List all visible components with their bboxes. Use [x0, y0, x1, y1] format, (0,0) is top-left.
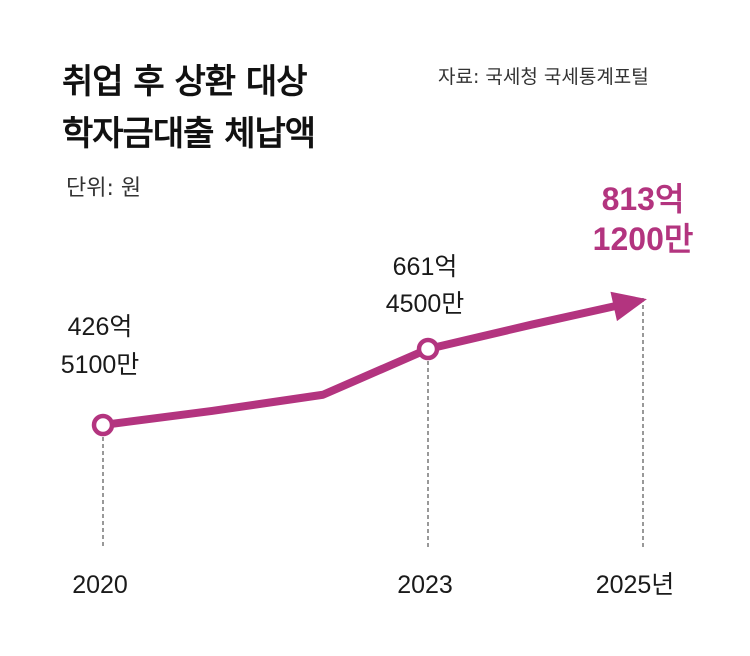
point-marker-2023	[416, 337, 440, 361]
series-line	[99, 302, 620, 429]
data-label-2025-line-1: 813억	[602, 181, 685, 217]
point-marker-2020	[91, 413, 115, 437]
x-tick-label-2023: 2023	[397, 571, 453, 599]
unit-label: 단위: 원	[66, 176, 142, 201]
source-label: 자료: 국세청 국세통계포털	[438, 66, 649, 88]
series-arrowhead	[610, 291, 647, 322]
data-label-2023-line-1: 661억	[393, 253, 458, 281]
data-label-2023-line-2: 4500만	[386, 290, 465, 318]
data-label-2025-line-2: 1200만	[593, 221, 694, 257]
chart-title: 취업 후 상환 대상 학자금대출 체납액	[62, 56, 316, 160]
x-tick-label-2020: 2020	[72, 571, 128, 599]
x-tick-label-2025: 2025년	[596, 571, 675, 599]
data-label-2020-line-1: 426억	[68, 313, 133, 341]
data-label-2020-line-2: 5100만	[61, 351, 140, 379]
chart-title-line-1: 취업 후 상환 대상	[62, 62, 307, 102]
chart-title-line-2: 학자금대출 체납액	[62, 114, 316, 154]
